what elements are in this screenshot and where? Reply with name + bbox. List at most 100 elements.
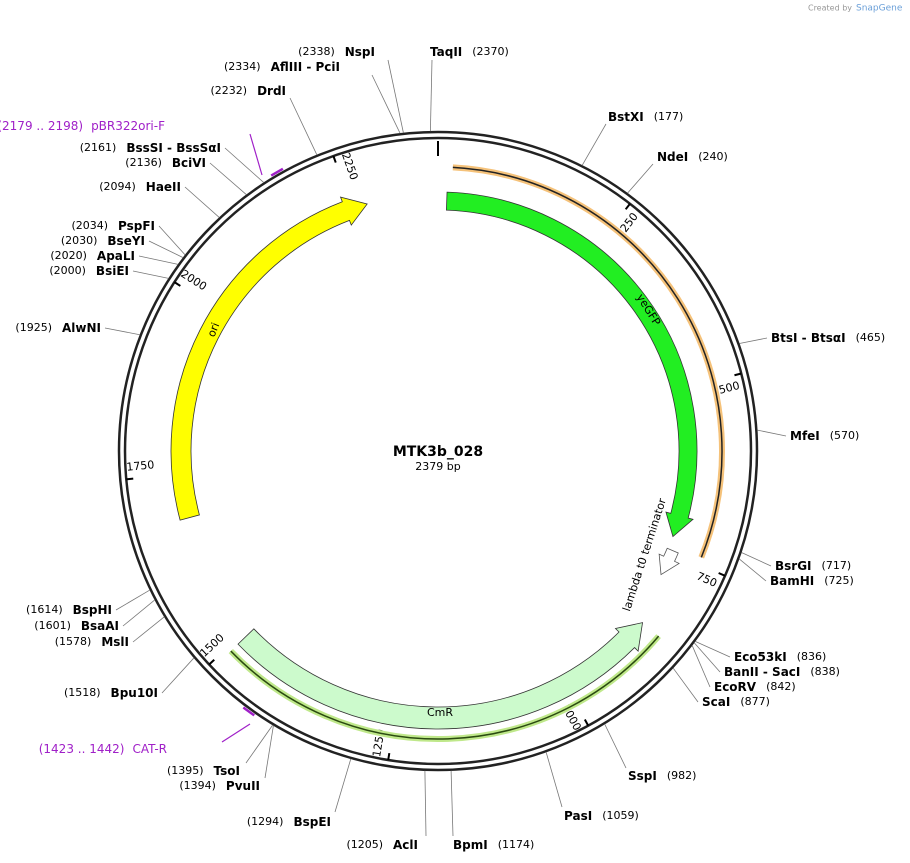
enzyme-label: Eco53kI (836): [734, 650, 826, 664]
primer-label: (1423 .. 1442) CAT-R: [39, 742, 167, 756]
enzyme-leader: [104, 327, 140, 336]
enzyme-label: TaqII (2370): [430, 45, 509, 59]
enzyme-name: BsrGI: [775, 559, 812, 573]
enzyme-label: (1578) MslI: [55, 635, 129, 649]
enzyme-leader: [289, 97, 318, 155]
enzyme-label: (1518) Bpu10I: [64, 686, 158, 700]
ring-tick: [624, 203, 631, 210]
enzyme-label: (2334) AflIII - PciI: [224, 60, 340, 74]
enzyme-name: TaqII: [430, 45, 462, 59]
primer-name: pBR322ori-F: [91, 119, 165, 133]
enzyme-position: (725): [824, 574, 854, 587]
enzyme-position: (838): [810, 665, 840, 678]
primer-range: (1423 .. 1442): [39, 742, 125, 756]
enzyme-label: (2034) PspFI: [71, 219, 155, 233]
enzyme-name: SspI: [628, 769, 657, 783]
enzyme-position: (1294): [247, 815, 284, 828]
enzyme-leader: [158, 225, 186, 256]
enzyme-label: (2232) DrdI: [210, 84, 286, 98]
enzyme-position: (2370): [472, 45, 509, 58]
ring-tick-label: 2000: [178, 267, 209, 293]
primer-range: (2179 .. 2198): [0, 119, 83, 133]
enzyme-label: (2094) HaeII: [99, 180, 181, 194]
enzyme-leader: [115, 589, 151, 611]
enzyme-name: BssSI - BssSαI: [126, 141, 221, 155]
enzyme-name: Eco53kI: [734, 650, 787, 664]
enzyme-name: EcoRV: [714, 680, 757, 694]
enzyme-label: (1614) BspHI: [26, 603, 112, 617]
feature-outline: [230, 635, 660, 740]
enzyme-position: (982): [667, 769, 697, 782]
enzyme-position: (1174): [498, 838, 535, 851]
enzyme-position: (2136): [125, 156, 162, 169]
enzyme-leader: [450, 770, 454, 837]
enzyme-leader: [739, 337, 768, 344]
enzyme-position: (2030): [61, 234, 98, 247]
enzyme-label: (1205) AclI: [346, 838, 418, 852]
primer-bar: [270, 167, 284, 177]
enzyme-name: NdeI: [657, 150, 688, 164]
enzyme-label: EcoRV (842): [714, 680, 796, 694]
enzyme-label: (1395) TsoI: [167, 764, 240, 778]
enzyme-leader: [695, 641, 731, 658]
enzyme-leader: [672, 667, 699, 703]
enzyme-leader: [184, 186, 220, 218]
enzyme-name: BtsI - BtsαI: [771, 331, 846, 345]
enzyme-position: (2000): [49, 264, 86, 277]
feature-ori: [170, 196, 368, 521]
enzyme-position: (465): [856, 331, 886, 344]
enzyme-label: (2136) BciVI: [125, 156, 206, 170]
enzyme-name: BstXI: [608, 110, 644, 124]
enzyme-label: SspI (982): [628, 769, 696, 783]
ring-tick-label: 500: [717, 379, 741, 397]
ring-tick: [387, 752, 391, 761]
enzyme-name: BseYI: [107, 234, 145, 248]
enzyme-name: MfeI: [790, 429, 820, 443]
enzyme-name: BsaAI: [81, 619, 119, 633]
enzyme-name: TsoI: [214, 764, 240, 778]
enzyme-label: (2161) BssSI - BssSαI: [80, 141, 221, 155]
enzyme-position: (240): [698, 150, 728, 163]
enzyme-leader: [604, 723, 627, 769]
enzyme-leader: [132, 270, 169, 279]
backbone-outer: [117, 130, 759, 772]
enzyme-name: BspHI: [73, 603, 112, 617]
enzyme-label: NdeI (240): [657, 150, 728, 164]
backbone-inner: [123, 136, 753, 766]
enzyme-leader: [148, 240, 184, 258]
enzyme-position: (1601): [34, 619, 71, 632]
enzyme-position: (717): [822, 559, 852, 572]
enzyme-leader: [371, 74, 401, 134]
enzyme-name: AclI: [393, 838, 418, 852]
ring-tick: [126, 477, 134, 481]
enzyme-label: BpmI (1174): [453, 838, 534, 852]
enzyme-name: NspI: [345, 45, 375, 59]
feature-terminator: [658, 547, 680, 576]
enzyme-leader: [245, 724, 274, 764]
enzyme-name: AflIII - PciI: [271, 60, 340, 74]
ring-tick: [332, 155, 337, 163]
enzyme-name: BpmI: [453, 838, 488, 852]
enzyme-label: MfeI (570): [790, 429, 859, 443]
enzyme-position: (177): [654, 110, 684, 123]
ring-tick-label: 1500: [197, 631, 226, 660]
enzyme-name: BanII - SacI: [724, 665, 800, 679]
ring-tick: [583, 718, 590, 727]
enzyme-leader: [545, 752, 563, 808]
enzyme-position: (1059): [602, 809, 639, 822]
enzyme-leader: [161, 657, 195, 694]
enzyme-leader: [738, 558, 767, 582]
enzyme-position: (1205): [346, 838, 383, 851]
enzyme-label: ScaI (877): [702, 695, 770, 709]
enzyme-leader: [757, 429, 787, 437]
feature-outline: [452, 166, 723, 558]
enzyme-name: BspEI: [293, 815, 331, 829]
enzyme-name: AlwNI: [62, 321, 101, 335]
enzyme-position: (2334): [224, 60, 261, 73]
enzyme-label: BsrGI (717): [775, 559, 851, 573]
enzyme-name: BciVI: [172, 156, 206, 170]
ring-tick: [208, 659, 215, 666]
enzyme-leader: [424, 770, 427, 837]
enzyme-label: BamHI (725): [770, 574, 854, 588]
